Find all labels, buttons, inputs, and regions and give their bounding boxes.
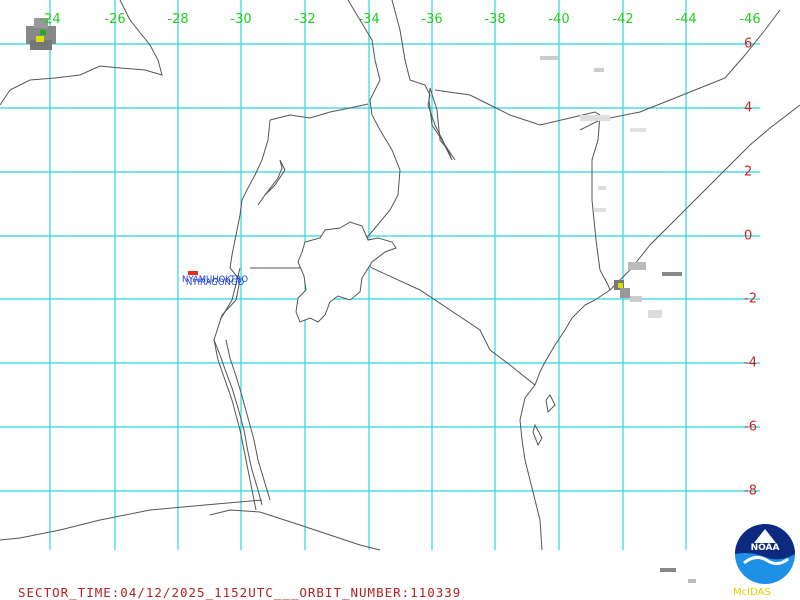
lake-tanganyika-outline	[213, 339, 271, 506]
lat-label: -4	[744, 355, 757, 371]
lon-label: -32	[294, 12, 316, 27]
lat-label: -6	[744, 419, 757, 435]
lat-label: -2	[744, 291, 757, 307]
lake-victoria-outline	[295, 221, 397, 323]
sector-time-footer: SECTOR_TIME:04/12/2025_1152UTC___ORBIT_N…	[18, 585, 462, 600]
lon-label: -28	[167, 12, 189, 27]
lat-label: 2	[744, 164, 753, 180]
lon-label: -26	[104, 12, 126, 27]
lat-label: -8	[744, 483, 757, 499]
lon-label: -30	[230, 12, 252, 27]
lat-lon-grid	[0, 0, 760, 550]
lon-label: -46	[739, 12, 761, 27]
noaa-logo: NOAA	[735, 524, 795, 584]
lon-label: -38	[484, 12, 506, 27]
lat-label: 0	[744, 228, 753, 244]
noaa-logo-text: NOAA	[751, 543, 780, 553]
mcidas-label: McIDAS	[733, 587, 771, 598]
lat-label: 4	[744, 100, 753, 116]
place-label: NYIRAGONGO	[186, 278, 245, 288]
lon-label: -40	[548, 12, 570, 27]
lat-label: 6	[744, 36, 753, 52]
lon-label: -44	[675, 12, 697, 27]
place-label: NYAMUHOKTRO	[182, 275, 249, 285]
lon-label: -36	[421, 12, 443, 27]
lon-label: -42	[612, 12, 634, 27]
cloud-pixels	[26, 18, 696, 583]
lon-label: -24	[39, 12, 61, 27]
lon-label: -34	[358, 12, 380, 27]
